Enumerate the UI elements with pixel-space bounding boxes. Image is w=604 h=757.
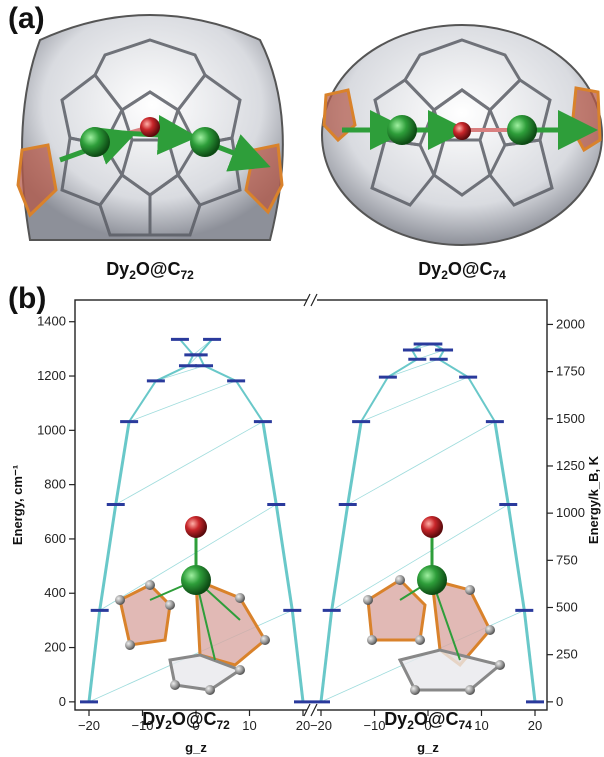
x-axis-label-left: g_z: [185, 740, 207, 755]
y-axis-label-left: Energy, cm⁻¹: [10, 465, 25, 545]
plot-frame: [74, 299, 548, 711]
transition-line: [235, 380, 264, 423]
transition-line: [346, 421, 363, 505]
y-tick-label-left: 200: [44, 640, 66, 655]
dy-atom: [417, 565, 447, 595]
transition-line: [467, 376, 496, 423]
transition-line: [114, 421, 131, 505]
transition-line: [98, 504, 118, 611]
transition-line: [506, 504, 526, 611]
panel-a-label: (a): [8, 2, 45, 35]
transition-line: [387, 358, 418, 378]
cage-c72-illustration: [16, 14, 284, 241]
x-axis-label-right: g_z: [417, 740, 439, 755]
transition-line: [360, 376, 389, 423]
transition-line: [128, 380, 237, 423]
inset-caption-c72: Dy2O@C72: [142, 709, 230, 732]
transition-line: [203, 364, 237, 382]
transition-line: [522, 610, 537, 703]
y-tick-label-right: 1250: [556, 458, 585, 473]
x-tick-label: 10: [242, 718, 256, 733]
o-atom: [453, 122, 471, 140]
transition-line: [493, 421, 510, 505]
transition-line: [274, 504, 294, 611]
transition-line: [319, 610, 334, 703]
dy-atom: [80, 127, 110, 157]
transition-line: [347, 421, 496, 505]
transition-line: [411, 349, 419, 360]
transition-line: [99, 504, 277, 611]
x-tick-label: −10: [131, 718, 153, 733]
transition-line: [115, 421, 264, 505]
x-tick-label: −20: [78, 718, 100, 733]
transition-line: [417, 349, 445, 360]
transition-line: [290, 610, 305, 703]
transition-line: [179, 338, 195, 356]
cage-c74-illustration: [321, 24, 603, 246]
transition-line: [155, 364, 189, 382]
y-tick-label-right: 500: [556, 600, 578, 615]
inset-caption-c74: Dy2O@C74: [384, 709, 472, 732]
transition-line: [128, 380, 157, 423]
transition-line: [438, 358, 469, 378]
transition-line: [437, 349, 445, 360]
transition-line: [387, 358, 439, 378]
caption-c74: Dy2O@C74: [418, 259, 506, 282]
caption-c72: Dy2O@C72: [106, 259, 194, 282]
y-tick-label-left: 600: [44, 531, 66, 546]
transition-line: [87, 610, 102, 703]
x-tick-label: 10: [474, 718, 488, 733]
dy-atom: [181, 565, 211, 595]
transition-line: [193, 339, 213, 356]
x-tick-label: 0: [424, 718, 431, 733]
transition-line: [187, 354, 199, 366]
x-tick-label: −10: [363, 718, 385, 733]
y-tick-label-right: 1500: [556, 411, 585, 426]
transition-line: [187, 354, 195, 367]
transition-line: [155, 365, 205, 382]
dy-atom: [387, 115, 417, 145]
x-tick-label: 0: [192, 718, 199, 733]
y-tick-label-right: 2000: [556, 316, 585, 331]
x-tick-label: 20: [296, 718, 310, 733]
transition-line: [261, 421, 278, 505]
inset-fragment-c74: [363, 516, 505, 695]
y-tick-label-right: 1750: [556, 364, 585, 379]
y-tick-label-left: 400: [44, 585, 66, 600]
y-tick-label-right: 0: [556, 694, 563, 709]
axis-break-marks: [303, 293, 318, 717]
transition-line: [197, 338, 213, 356]
y-tick-label-left: 1000: [37, 422, 66, 437]
inset-fragment-c72: [115, 516, 270, 695]
panel-b-label: (b): [8, 282, 47, 315]
y-tick-label-right: 250: [556, 647, 578, 662]
x-tick-label: −20: [310, 718, 332, 733]
o-atom: [421, 516, 443, 538]
o-atom: [140, 117, 160, 137]
transition-line: [330, 504, 350, 611]
x-tick-label: 20: [528, 718, 542, 733]
y-tick-label-left: 1200: [37, 368, 66, 383]
y-tick-label-left: 800: [44, 477, 66, 492]
y-tick-label-right: 1000: [556, 505, 585, 520]
y-tick-label-right: 750: [556, 552, 578, 567]
transition-line: [360, 376, 469, 423]
pentagon-left-c72: [16, 143, 58, 218]
dy-atom: [507, 115, 537, 145]
dy-atom: [190, 127, 220, 157]
o-atom: [185, 516, 207, 538]
y-axis-label-right: Energy/k_B, K: [586, 455, 601, 544]
transition-line: [331, 504, 509, 611]
y-tick-label-left: 0: [59, 694, 66, 709]
y-tick-label-left: 1400: [37, 314, 66, 329]
transition-line: [197, 354, 205, 367]
